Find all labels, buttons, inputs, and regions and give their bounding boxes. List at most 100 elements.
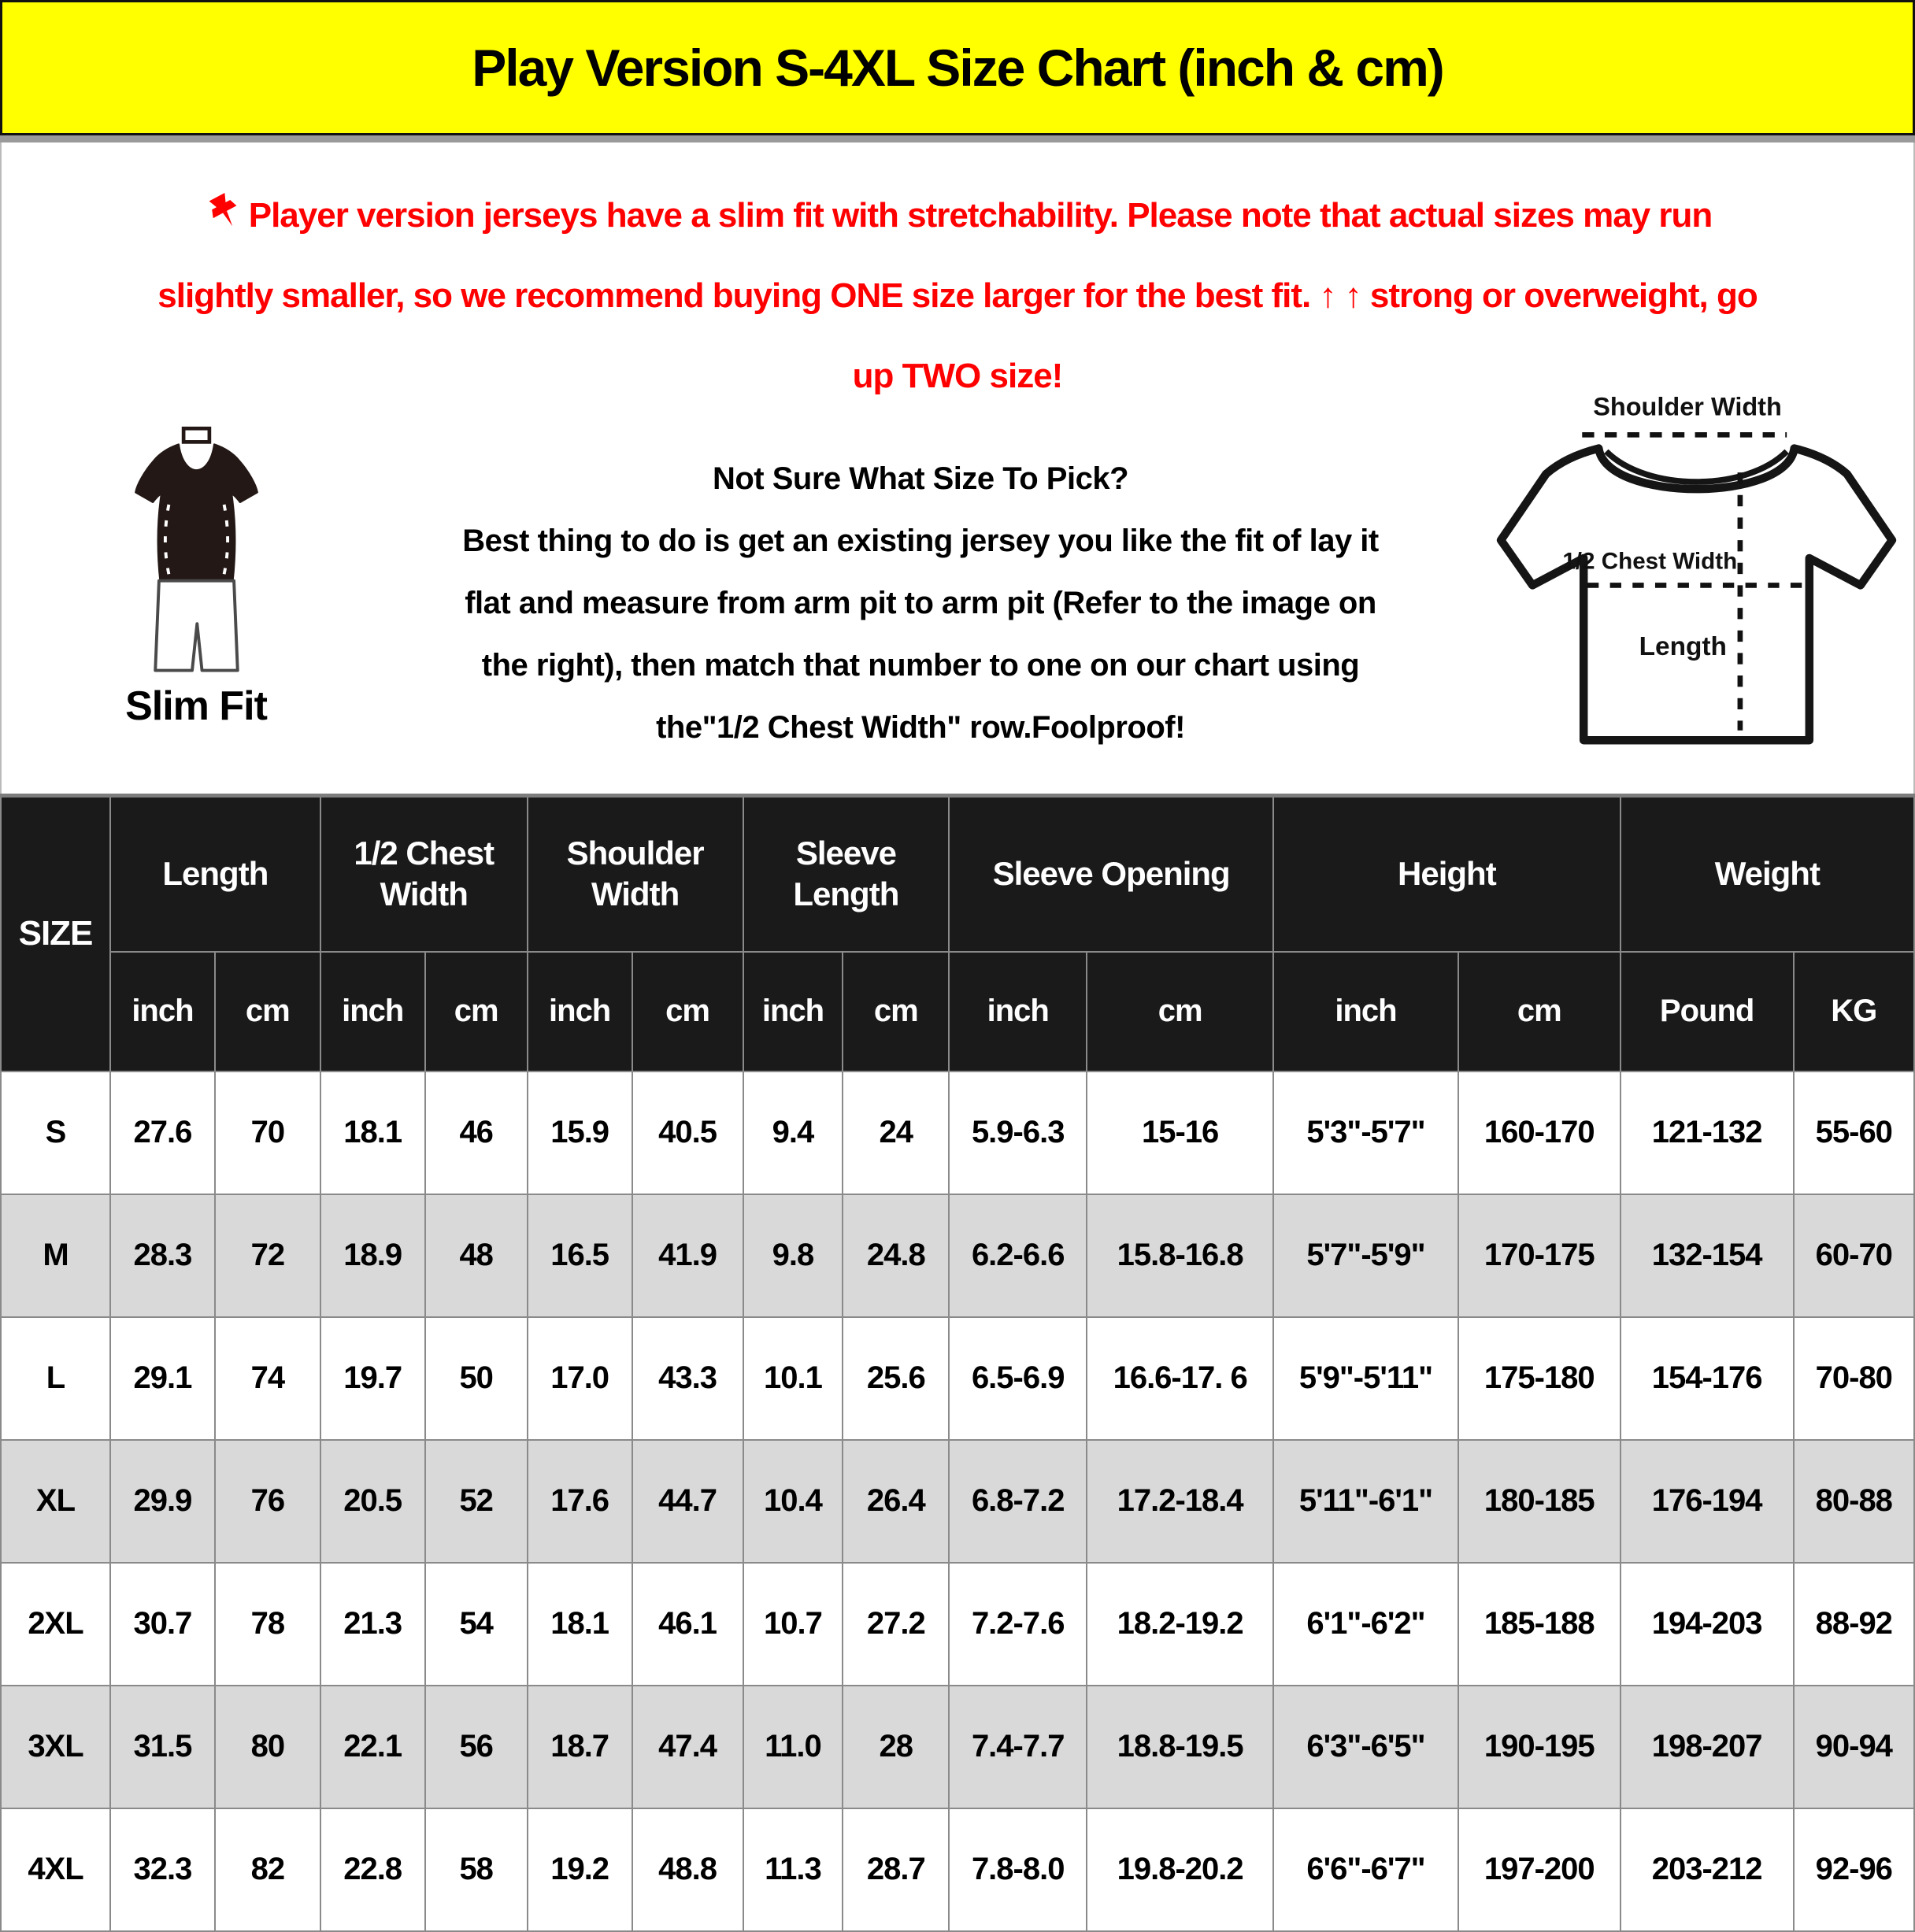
unit-header: inch bbox=[109, 950, 216, 1072]
title-banner: Play Version S-4XL Size Chart (inch & cm… bbox=[0, 0, 1915, 135]
value-cell: 27.2 bbox=[842, 1561, 950, 1686]
value-cell: 76 bbox=[213, 1438, 321, 1564]
value-cell: 203-212 bbox=[1619, 1807, 1795, 1932]
value-cell: 198-207 bbox=[1619, 1684, 1795, 1809]
value-cell: 29.9 bbox=[109, 1438, 216, 1564]
value-cell: 72 bbox=[213, 1193, 321, 1318]
value-cell: 70-80 bbox=[1792, 1316, 1915, 1441]
value-cell: 9.4 bbox=[742, 1070, 844, 1195]
value-cell: 28 bbox=[842, 1684, 950, 1809]
unit-header: inch bbox=[1272, 950, 1459, 1072]
value-cell: 31.5 bbox=[109, 1684, 216, 1809]
instruction-line: Not Sure What Size To Pick? bbox=[712, 461, 1129, 496]
value-cell: 46.1 bbox=[631, 1561, 744, 1686]
value-cell: 11.0 bbox=[742, 1684, 844, 1809]
size-pick-instructions: Not Sure What Size To Pick? Best thing t… bbox=[357, 448, 1483, 759]
value-cell: 17.6 bbox=[526, 1438, 633, 1564]
value-cell: 70 bbox=[213, 1070, 321, 1195]
value-cell: 40.5 bbox=[631, 1070, 744, 1195]
slim-fit-illustration bbox=[134, 426, 258, 672]
value-cell: 132-154 bbox=[1619, 1193, 1795, 1318]
value-cell: 194-203 bbox=[1619, 1561, 1795, 1686]
value-cell: 78 bbox=[213, 1561, 321, 1686]
value-cell: 121-132 bbox=[1619, 1070, 1795, 1195]
instruction-line: the right), then match that number to on… bbox=[481, 648, 1360, 683]
value-cell: 30.7 bbox=[109, 1561, 216, 1686]
value-cell: 55-60 bbox=[1792, 1070, 1915, 1195]
value-cell: 180-185 bbox=[1457, 1438, 1621, 1564]
slim-fit-figure: Slim Fit bbox=[66, 426, 326, 730]
size-column-header: SIZE bbox=[0, 794, 111, 1072]
value-cell: 82 bbox=[213, 1807, 321, 1932]
column-group-header: Shoulder Width bbox=[526, 794, 744, 953]
value-cell: 175-180 bbox=[1457, 1316, 1621, 1441]
value-cell: 46 bbox=[424, 1070, 528, 1195]
unit-header: cm bbox=[213, 950, 321, 1072]
value-cell: 10.1 bbox=[742, 1316, 844, 1441]
value-cell: 44.7 bbox=[631, 1438, 744, 1564]
shoulder-width-label: Shoulder Width bbox=[1593, 393, 1782, 421]
unit-header: cm bbox=[424, 950, 528, 1072]
value-cell: 17.2-18.4 bbox=[1086, 1438, 1275, 1564]
value-cell: 80-88 bbox=[1792, 1438, 1915, 1564]
size-cell: XL bbox=[0, 1438, 111, 1564]
unit-header: cm bbox=[1086, 950, 1275, 1072]
value-cell: 16.5 bbox=[526, 1193, 633, 1318]
value-cell: 18.7 bbox=[526, 1684, 633, 1809]
value-cell: 5.9-6.3 bbox=[948, 1070, 1088, 1195]
value-cell: 16.6-17. 6 bbox=[1086, 1316, 1275, 1441]
size-cell: 3XL bbox=[0, 1684, 111, 1809]
column-group-header: Sleeve Length bbox=[742, 794, 950, 953]
warning-line-1: Player version jerseys have a slim fit w… bbox=[2, 176, 1913, 256]
value-cell: 43.3 bbox=[631, 1316, 744, 1441]
value-cell: 15.8-16.8 bbox=[1086, 1193, 1275, 1318]
content-area: Player version jerseys have a slim fit w… bbox=[0, 142, 1915, 794]
value-cell: 6.2-6.6 bbox=[948, 1193, 1088, 1318]
warning-text: Player version jerseys have a slim fit w… bbox=[2, 142, 1913, 416]
value-cell: 60-70 bbox=[1792, 1193, 1915, 1318]
tshirt-measure-diagram: Shoulder Width 1/2 Chest Width Length bbox=[1486, 388, 1907, 783]
page-title: Play Version S-4XL Size Chart (inch & cm… bbox=[472, 39, 1445, 97]
size-cell: 2XL bbox=[0, 1561, 111, 1686]
value-cell: 22.1 bbox=[319, 1684, 426, 1809]
value-cell: 6.5-6.9 bbox=[948, 1316, 1088, 1441]
value-cell: 58 bbox=[424, 1807, 528, 1932]
value-cell: 18.1 bbox=[319, 1070, 426, 1195]
column-group-header: Length bbox=[109, 794, 321, 953]
value-cell: 48.8 bbox=[631, 1807, 744, 1932]
value-cell: 48 bbox=[424, 1193, 528, 1318]
value-cell: 90-94 bbox=[1792, 1684, 1915, 1809]
table-row: M 28.3 72 18.9 48 16.5 41.9 9.8 24.8 6.2-6.6 15.8-… bbox=[0, 1193, 1915, 1318]
instruction-line: flat and measure from arm pit to arm pit… bbox=[465, 586, 1376, 620]
value-cell: 19.7 bbox=[319, 1316, 426, 1441]
column-group-header: Weight bbox=[1619, 794, 1915, 953]
size-cell: M bbox=[0, 1193, 111, 1318]
value-cell: 5'9"-5'11" bbox=[1272, 1316, 1459, 1441]
half-chest-width-label: 1/2 Chest Width bbox=[1562, 548, 1737, 574]
value-cell: 52 bbox=[424, 1438, 528, 1564]
value-cell: 10.4 bbox=[742, 1438, 844, 1564]
value-cell: 6'6"-6'7" bbox=[1272, 1807, 1459, 1932]
banner-shadow bbox=[0, 135, 1915, 142]
column-group-header: Height bbox=[1272, 794, 1621, 953]
value-cell: 47.4 bbox=[631, 1684, 744, 1809]
value-cell: 19.2 bbox=[526, 1807, 633, 1932]
value-cell: 92-96 bbox=[1792, 1807, 1915, 1932]
value-cell: 18.8-19.5 bbox=[1086, 1684, 1275, 1809]
slim-fit-label: Slim Fit bbox=[125, 683, 268, 729]
unit-header: inch bbox=[526, 950, 633, 1072]
unit-header: inch bbox=[948, 950, 1088, 1072]
value-cell: 56 bbox=[424, 1684, 528, 1809]
size-chart-table: SIZE Length 1/2 Chest Width Shoulder Width S… bbox=[0, 794, 1915, 1932]
value-cell: 7.4-7.7 bbox=[948, 1684, 1088, 1809]
value-cell: 17.0 bbox=[526, 1316, 633, 1441]
size-cell: 4XL bbox=[0, 1807, 111, 1932]
value-cell: 11.3 bbox=[742, 1807, 844, 1932]
value-cell: 24.8 bbox=[842, 1193, 950, 1318]
unit-header: cm bbox=[631, 950, 744, 1072]
unit-header: Pound bbox=[1619, 950, 1795, 1072]
value-cell: 28.7 bbox=[842, 1807, 950, 1932]
value-cell: 24 bbox=[842, 1070, 950, 1195]
warning-line-3: up TWO size! bbox=[852, 357, 1064, 395]
